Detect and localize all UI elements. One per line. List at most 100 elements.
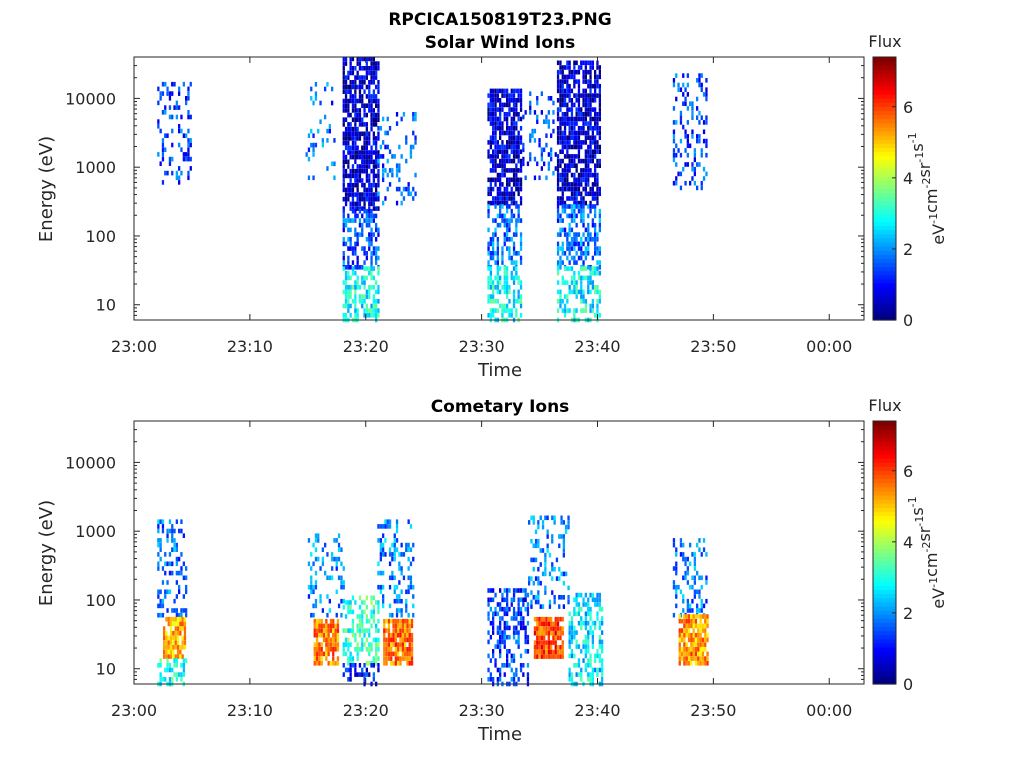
heatmap-cell (372, 294, 375, 299)
heatmap-cell (368, 632, 371, 638)
heatmap-cell (329, 618, 333, 624)
heatmap-cell (179, 645, 182, 650)
heatmap-cell (499, 677, 502, 682)
heatmap-cell (517, 135, 520, 140)
heatmap-cell (492, 285, 495, 290)
heatmap-cell (368, 131, 371, 137)
heatmap-cell (320, 651, 323, 657)
heatmap-cell (382, 542, 385, 548)
heatmap-cell (325, 632, 328, 638)
heatmap-cell (318, 618, 321, 624)
heatmap-cell (342, 56, 345, 62)
colorbar-segment (873, 593, 896, 599)
heatmap-cell (410, 656, 414, 661)
heatmap-cell (556, 208, 560, 214)
heatmap-cell (326, 128, 329, 134)
heatmap-cell (519, 588, 523, 593)
heatmap-cell (561, 616, 564, 622)
heatmap-cell (540, 635, 543, 641)
heatmap-cell (580, 606, 583, 612)
y-tick-label: 10000 (65, 89, 116, 108)
colorbar-tick-label: 2 (903, 604, 913, 623)
heatmap-cell (582, 294, 585, 299)
heatmap-cell (496, 93, 499, 98)
heatmap-cell (570, 218, 574, 223)
heatmap-cell (406, 618, 409, 624)
heatmap-cell (553, 515, 556, 521)
heatmap-cell (499, 644, 502, 649)
heatmap-cell (680, 656, 684, 661)
heatmap-cell (370, 196, 373, 202)
colorbar-segment (873, 93, 896, 99)
heatmap-cell (596, 616, 599, 621)
heatmap-cell (573, 204, 576, 209)
heatmap-cell (510, 116, 513, 122)
heatmap-cell (575, 121, 578, 126)
heatmap-cell (349, 126, 352, 132)
heatmap-cell (506, 121, 509, 126)
heatmap-cell (577, 611, 581, 617)
heatmap-cell (691, 101, 694, 106)
heatmap-cell (363, 159, 366, 165)
heatmap-cell (363, 206, 366, 211)
heatmap-cell (390, 632, 393, 638)
heatmap-cell (503, 639, 506, 645)
heatmap-cell (705, 598, 708, 604)
heatmap-cell (368, 246, 371, 251)
heatmap-cell (349, 145, 352, 151)
colorbar-segment (873, 188, 896, 194)
heatmap-cell (553, 595, 556, 600)
heatmap-cell (575, 168, 578, 173)
heatmap-cell (591, 639, 594, 645)
heatmap-cell (601, 620, 604, 626)
heatmap-cell (558, 543, 561, 549)
heatmap-cell (512, 93, 516, 98)
heatmap-cell (539, 580, 542, 586)
heatmap-cell (563, 204, 567, 209)
heatmap-cell (358, 61, 362, 66)
heatmap-cell (580, 168, 583, 173)
heatmap-cell (358, 232, 362, 237)
heatmap-cell (157, 612, 160, 618)
heatmap-cell (406, 656, 409, 661)
heatmap-cell (176, 626, 180, 631)
heatmap-cell (519, 158, 523, 164)
heatmap-cell (342, 260, 345, 265)
heatmap-cell (377, 108, 380, 113)
heatmap-cell (501, 213, 504, 219)
heatmap-cell (331, 556, 334, 562)
heatmap-cell (587, 251, 590, 256)
heatmap-cell (414, 112, 417, 117)
heatmap-cell (573, 65, 576, 70)
heatmap-cell (178, 528, 181, 534)
heatmap-cell (568, 116, 571, 122)
heatmap-cell (566, 182, 569, 187)
heatmap-cell (342, 663, 345, 668)
heatmap-cell (163, 626, 166, 631)
heatmap-cell (354, 84, 357, 90)
heatmap-cell (157, 603, 160, 609)
heatmap-cell (157, 119, 160, 124)
heatmap-cell (598, 634, 601, 640)
colorbar-segment (873, 204, 896, 210)
colorbar-segment (873, 630, 896, 636)
heatmap-cell (487, 667, 490, 673)
heatmap-cell (686, 82, 689, 88)
heatmap-cell (382, 547, 385, 552)
heatmap-cell (382, 168, 385, 173)
heatmap-cell (540, 630, 543, 636)
heatmap-cell (559, 213, 562, 219)
heatmap-cell (537, 543, 540, 549)
heatmap-cell (687, 651, 691, 657)
heatmap-cell (566, 177, 569, 183)
heatmap-cell (487, 602, 490, 607)
heatmap-cell (166, 608, 169, 613)
heatmap-cell (702, 538, 706, 543)
heatmap-cell (506, 270, 509, 276)
heatmap-cell (377, 178, 380, 183)
heatmap-cell (566, 196, 569, 201)
heatmap-cell (577, 289, 581, 295)
heatmap-cell (577, 83, 581, 89)
heatmap-cell (568, 653, 571, 659)
heatmap-cell (349, 609, 352, 615)
